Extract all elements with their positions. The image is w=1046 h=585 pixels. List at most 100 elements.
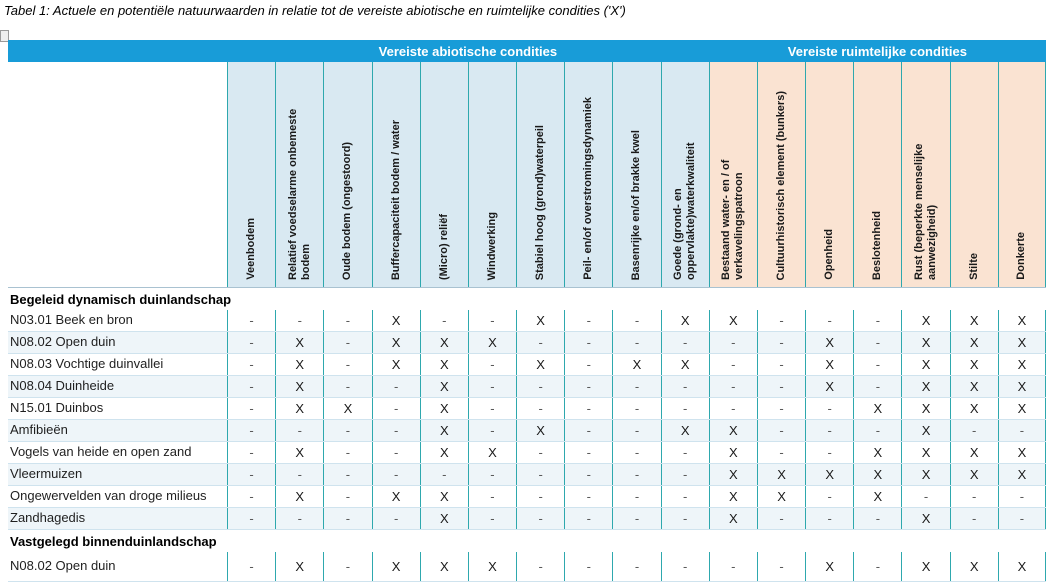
table-cell: - (708, 354, 757, 375)
column-header: (Micro) reliëf (419, 62, 468, 287)
column-header-label: Relatief voedselarme onbemeste bodem (286, 108, 312, 280)
table-cell: - (564, 442, 612, 463)
table-cell: - (275, 420, 323, 441)
table-cell: - (323, 442, 371, 463)
section-header-label: Begeleid dynamisch duinlandschap (10, 291, 232, 307)
table-cell: X (901, 464, 949, 485)
column-header-label: Basenrijke en/of brakke kwel (630, 129, 643, 280)
table-row: N08.03 Vochtige duinvallei - X - X X - X - X X - - X -… (8, 354, 1046, 376)
table-cell: X (708, 486, 757, 507)
table-cell: - (564, 332, 612, 353)
table-cell: - (275, 464, 323, 485)
row-label: Amfibieën (10, 422, 68, 438)
table-cell: X (419, 420, 468, 441)
row-label: N08.02 Open duin (10, 558, 116, 574)
table-cell: X (660, 310, 709, 331)
table-cell: - (275, 310, 323, 331)
table-row: N08.02 Open duin - X - X X X - - - - - - X - X X X (8, 552, 1046, 582)
table-cell: - (901, 486, 949, 507)
table-cell: - (516, 442, 564, 463)
table-cell: X (371, 310, 420, 331)
table-cell: - (612, 508, 660, 529)
column-header: Openheid (805, 62, 854, 287)
table-cell: - (516, 398, 564, 419)
table-cell: X (949, 354, 998, 375)
table-cell: - (371, 464, 420, 485)
table-cell: X (660, 354, 709, 375)
table-cell: - (371, 420, 420, 441)
section-header-label: Vastgelegd binnenduinlandschap (10, 533, 217, 549)
table-cell: - (853, 376, 901, 397)
table-cell: - (805, 398, 853, 419)
table-cell: - (756, 552, 805, 581)
row-label: Ongewervelden van droge milieus (10, 488, 207, 504)
selection-handle-icon[interactable] (0, 30, 9, 42)
table-cell: X (371, 354, 420, 375)
column-header-label: Rust (beperkte menselijke aanwezigheid) (912, 143, 939, 280)
table-cell: - (660, 486, 709, 507)
table-cell: - (467, 354, 516, 375)
table-cell: - (564, 310, 612, 331)
table-cell: - (708, 398, 757, 419)
table-cell: X (853, 442, 901, 463)
table-cell: - (275, 508, 323, 529)
table-cell: - (564, 486, 612, 507)
table-cell: - (564, 420, 612, 441)
table-cell: X (997, 310, 1046, 331)
table-cell: - (467, 376, 516, 397)
table-cell: - (708, 332, 757, 353)
table-cell: - (756, 442, 805, 463)
group-header-band: Vereiste abiotische condities Vereiste r… (8, 40, 1046, 62)
table-cell: - (564, 376, 612, 397)
table-cell: - (853, 310, 901, 331)
table-cell: - (323, 376, 371, 397)
table-cell: X (516, 420, 564, 441)
column-header: Beslotenheid (853, 62, 902, 287)
table-cell: X (901, 310, 949, 331)
table-cell: - (853, 420, 901, 441)
table-cell: - (997, 420, 1046, 441)
table-cell: - (516, 508, 564, 529)
table-cell: - (371, 508, 420, 529)
table-cell: - (949, 420, 998, 441)
table-cell: X (756, 486, 805, 507)
table-cell: - (949, 486, 998, 507)
table-cell: - (756, 310, 805, 331)
table-cell: - (516, 486, 564, 507)
column-header: Bestaand water- en / of verkavelingspatr… (708, 62, 757, 287)
table-cell: - (805, 442, 853, 463)
table-cell: X (901, 508, 949, 529)
table-cell: - (227, 442, 275, 463)
table-cell: - (612, 442, 660, 463)
table-cell: X (516, 310, 564, 331)
row-label: N08.02 Open duin (10, 334, 116, 350)
table-row: Zandhagedis - - - - X - - - - - X - - - X - - (8, 508, 1046, 530)
column-header: Basenrijke en/of brakke kwel (612, 62, 661, 287)
table-cell: - (564, 508, 612, 529)
table-cell: X (660, 420, 709, 441)
column-header: Stabiel hoog (grond)waterpeil (516, 62, 565, 287)
row-label: Vogels van heide en open zand (10, 444, 192, 460)
section-header-row: Begeleid dynamisch duinlandschap (8, 288, 1046, 310)
table-cell: X (997, 332, 1046, 353)
table-cell: X (949, 464, 998, 485)
table-cell: - (227, 420, 275, 441)
table-cell: - (612, 420, 660, 441)
table-cell: - (564, 464, 612, 485)
table-cell: - (997, 508, 1046, 529)
conditions-table: Vereiste abiotische condities Vereiste r… (8, 40, 1046, 582)
table-cell: X (949, 552, 998, 581)
table-cell: - (323, 552, 371, 581)
table-cell: - (612, 486, 660, 507)
table-cell: X (805, 354, 853, 375)
table-cell: X (901, 420, 949, 441)
table-cell: X (612, 354, 660, 375)
table-cell: - (805, 310, 853, 331)
column-header-label: Bestaand water- en / of verkavelingspatr… (720, 159, 746, 280)
column-header-label: Stabiel hoog (grond)waterpeil (534, 124, 547, 280)
column-header: Donkerte (997, 62, 1046, 287)
table-cell: X (949, 310, 998, 331)
table-cell: X (708, 310, 757, 331)
table-cell: - (467, 310, 516, 331)
column-header: Buffercapaciteit bodem / water (371, 62, 420, 287)
